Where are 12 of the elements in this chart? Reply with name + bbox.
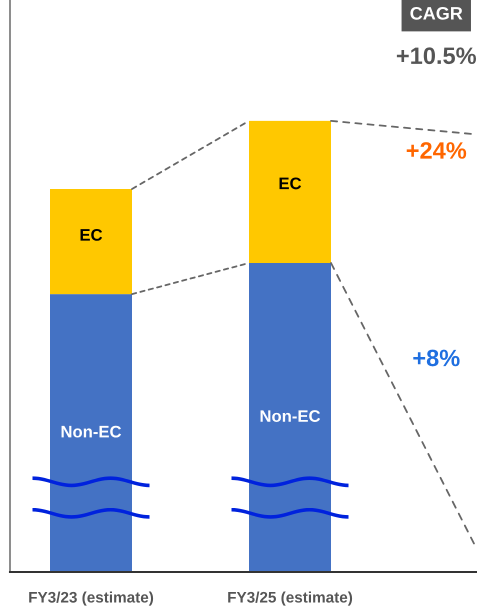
- bar: [249, 120, 331, 263]
- text: Non-EC: [62, 426, 122, 438]
- x-tick-label: FY3/23 (estimate): [29, 591, 154, 606]
- x-tick-label: FY3/25 (estimate): [228, 591, 352, 606]
- annotation: +8%: [413, 350, 460, 366]
- text: CAGR: [410, 6, 462, 20]
- series-label: Non-EC: [260, 410, 320, 422]
- text: EC: [280, 178, 302, 190]
- text: +10.5%: [396, 47, 476, 64]
- series-label: EC: [80, 228, 102, 241]
- annotation: +24%: [406, 142, 466, 159]
- bar: [50, 189, 132, 294]
